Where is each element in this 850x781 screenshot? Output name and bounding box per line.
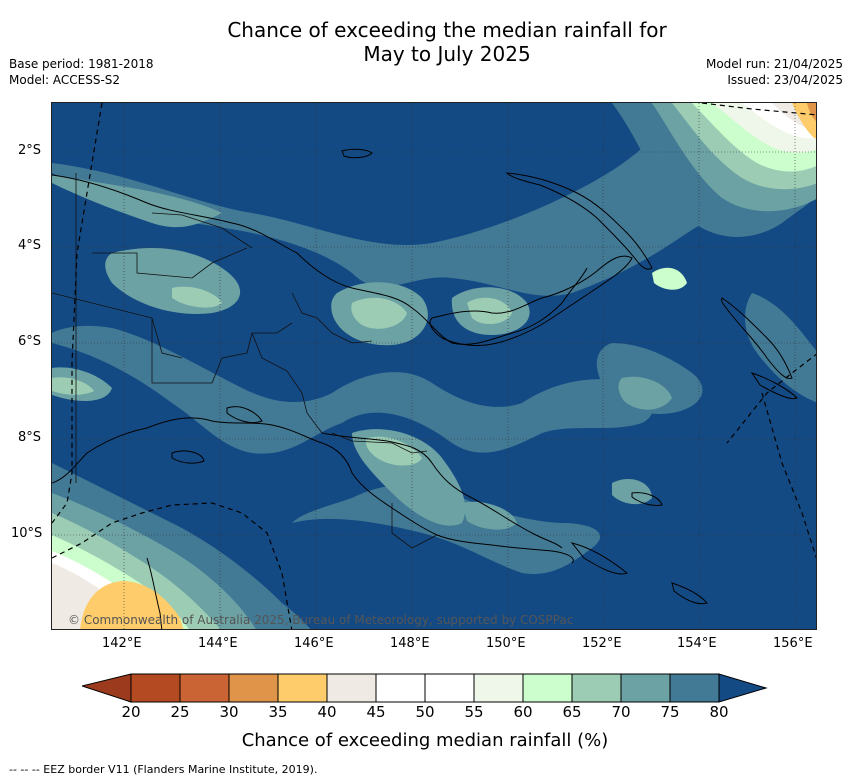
- title-line-2: May to July 2025: [363, 42, 531, 66]
- title-line-1: Chance of exceeding the median rainfall …: [227, 18, 667, 42]
- colorbar-over-arrow: [718, 673, 768, 703]
- copyright-notice: © Commonwealth of Australia 2025, Bureau…: [68, 613, 574, 627]
- colorbar-tick-label: 75: [660, 703, 680, 721]
- lon-label-148e: 148°E: [390, 636, 430, 651]
- colorbar-tick-label: 25: [170, 703, 190, 721]
- lon-label-146e: 146°E: [294, 636, 334, 651]
- colorbar-title: Chance of exceeding median rainfall (%): [241, 730, 609, 751]
- lon-label-152e: 152°E: [582, 636, 622, 651]
- colorbar-bin: [571, 673, 622, 703]
- colorbar-bin: [326, 673, 377, 703]
- lon-label-150e: 150°E: [486, 636, 526, 651]
- lon-label-144e: 144°E: [198, 636, 238, 651]
- colorbar-under-arrow: [82, 673, 132, 703]
- lat-label-6s: 6°S: [18, 334, 42, 349]
- colorbar-tick-label: 55: [464, 703, 484, 721]
- colorbar-bin: [277, 673, 328, 703]
- model-name: Model: ACCESS-S2: [9, 73, 121, 87]
- lat-label-2s: 2°S: [18, 143, 42, 158]
- colorbar-bin: [522, 673, 573, 703]
- colorbar-bin: [130, 673, 181, 703]
- meta-right: Model run: 21/04/2025 Issued: 23/04/2025: [706, 56, 843, 88]
- colorbar-bin: [620, 673, 671, 703]
- colorbar-bin: [375, 673, 426, 703]
- eez-footnote: -- -- -- EEZ border V11 (Flanders Marine…: [9, 763, 318, 776]
- colorbar-tick-label: 80: [709, 703, 729, 721]
- map-svg: [52, 103, 816, 629]
- colorbar-tick-label: 50: [415, 703, 435, 721]
- meta-left: Base period: 1981-2018 Model: ACCESS-S2: [9, 56, 154, 88]
- colorbar-tick-label: 40: [317, 703, 337, 721]
- colorbar-tick-label: 60: [513, 703, 533, 721]
- lon-label-142e: 142°E: [102, 636, 142, 651]
- lat-label-4s: 4°S: [18, 238, 42, 253]
- colorbar-tick-label: 35: [268, 703, 288, 721]
- colorbar: [82, 673, 768, 703]
- colorbar-tick-label: 65: [562, 703, 582, 721]
- lon-label-156e: 156°E: [773, 636, 813, 651]
- issued-date: Issued: 23/04/2025: [727, 73, 843, 87]
- lat-label-8s: 8°S: [18, 430, 42, 445]
- colorbar-bin: [179, 673, 230, 703]
- forecast-map: [51, 102, 817, 630]
- colorbar-tick-label: 70: [611, 703, 631, 721]
- model-run: Model run: 21/04/2025: [705, 57, 843, 71]
- colorbar-bin: [473, 673, 524, 703]
- colorbar-bin: [228, 673, 279, 703]
- colorbar-tick-label: 30: [219, 703, 239, 721]
- lat-label-10s: 10°S: [11, 526, 43, 541]
- colorbar-tick-label: 45: [366, 703, 386, 721]
- base-period: Base period: 1981-2018: [9, 57, 154, 71]
- colorbar-bin: [669, 673, 720, 703]
- colorbar-tick-label: 20: [121, 703, 141, 721]
- colorbar-bin: [424, 673, 475, 703]
- lon-label-154e: 154°E: [677, 636, 717, 651]
- map-title: Chance of exceeding the median rainfall …: [0, 18, 850, 66]
